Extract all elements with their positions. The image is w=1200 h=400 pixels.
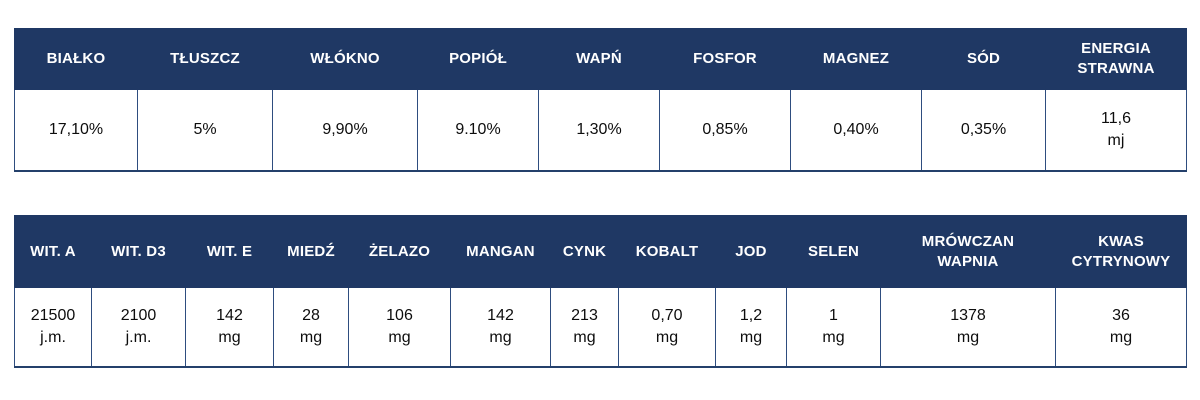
cell-wit-e-value: 142 mg bbox=[185, 287, 274, 368]
col-header-wit-d3: WIT. D3 bbox=[91, 215, 186, 288]
col-header-mangan: MANGAN bbox=[450, 215, 551, 288]
cell-cynk-value: 213 mg bbox=[550, 287, 619, 368]
cell-miedz-value: 28 mg bbox=[273, 287, 349, 368]
cell-bialko-value: 17,10% bbox=[14, 89, 138, 172]
cell-popiol-value: 9.10% bbox=[417, 89, 539, 172]
col-header-zelazo: ŻELAZO bbox=[348, 215, 451, 288]
col-header-sod: SÓD bbox=[921, 28, 1046, 90]
analysis-value-row: 17,10% 5% 9,90% 9.10% 1,30% 0,85% 0,40% … bbox=[14, 89, 1187, 172]
col-header-kwas-cytrynowy: KWAS CYTRYNOWY bbox=[1055, 215, 1187, 288]
col-header-wit-a: WIT. A bbox=[14, 215, 92, 288]
col-header-popiol: POPIÓŁ bbox=[417, 28, 539, 90]
nutrition-analysis-table: BIAŁKO TŁUSZCZ WŁÓKNO POPIÓŁ WAPŃ FOSFOR… bbox=[14, 28, 1187, 172]
col-header-wapn: WAPŃ bbox=[538, 28, 660, 90]
analysis-header-row: BIAŁKO TŁUSZCZ WŁÓKNO POPIÓŁ WAPŃ FOSFOR… bbox=[14, 28, 1187, 90]
cell-kwas-cytrynowy-value: 36 mg bbox=[1055, 287, 1187, 368]
cell-energia-strawna-value: 11,6 mj bbox=[1045, 89, 1187, 172]
vitamins-minerals-table: WIT. A WIT. D3 WIT. E MIEDŹ ŻELAZO MANGA… bbox=[14, 215, 1187, 368]
col-header-jod: JOD bbox=[715, 215, 787, 288]
cell-wit-d3-value: 2100 j.m. bbox=[91, 287, 186, 368]
cell-fosfor-value: 0,85% bbox=[659, 89, 791, 172]
col-header-energia-strawna: ENERGIA STRAWNA bbox=[1045, 28, 1187, 90]
additives-header-row: WIT. A WIT. D3 WIT. E MIEDŹ ŻELAZO MANGA… bbox=[14, 215, 1187, 288]
cell-tluszcz-value: 5% bbox=[137, 89, 273, 172]
cell-mrowczan-wapnia-value: 1378 mg bbox=[880, 287, 1056, 368]
cell-zelazo-value: 106 mg bbox=[348, 287, 451, 368]
cell-wapn-value: 1,30% bbox=[538, 89, 660, 172]
cell-kobalt-value: 0,70 mg bbox=[618, 287, 716, 368]
col-header-miedz: MIEDŹ bbox=[273, 215, 349, 288]
col-header-wit-e: WIT. E bbox=[185, 215, 274, 288]
col-header-fosfor: FOSFOR bbox=[659, 28, 791, 90]
cell-magnez-value: 0,40% bbox=[790, 89, 922, 172]
cell-sod-value: 0,35% bbox=[921, 89, 1046, 172]
col-header-mrowczan-wapnia: MRÓWCZAN WAPNIA bbox=[880, 215, 1056, 288]
col-header-selen: SELEN bbox=[786, 215, 881, 288]
col-header-tluszcz: TŁUSZCZ bbox=[137, 28, 273, 90]
col-header-cynk: CYNK bbox=[550, 215, 619, 288]
col-header-magnez: MAGNEZ bbox=[790, 28, 922, 90]
col-header-kobalt: KOBALT bbox=[618, 215, 716, 288]
cell-wit-a-value: 21500 j.m. bbox=[14, 287, 92, 368]
additives-value-row: 21500 j.m. 2100 j.m. 142 mg 28 mg 106 mg… bbox=[14, 287, 1187, 368]
cell-mangan-value: 142 mg bbox=[450, 287, 551, 368]
cell-wlokno-value: 9,90% bbox=[272, 89, 418, 172]
cell-jod-value: 1,2 mg bbox=[715, 287, 787, 368]
col-header-wlokno: WŁÓKNO bbox=[272, 28, 418, 90]
col-header-bialko: BIAŁKO bbox=[14, 28, 138, 90]
cell-selen-value: 1 mg bbox=[786, 287, 881, 368]
